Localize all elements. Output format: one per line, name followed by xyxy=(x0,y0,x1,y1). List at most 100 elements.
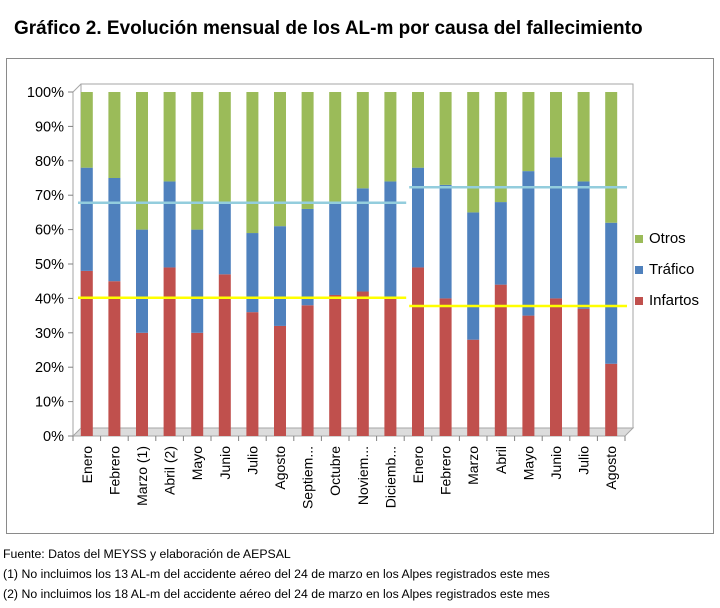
x-tick-label: Septiem... xyxy=(300,446,316,509)
bar-segment xyxy=(439,92,452,185)
bar-segment xyxy=(274,226,286,326)
bar-segment xyxy=(246,233,259,313)
bar-segment xyxy=(80,167,93,271)
bar-segment xyxy=(108,178,121,282)
x-tick-label: Mayo xyxy=(520,446,536,480)
bar-segment xyxy=(246,312,259,436)
bar-segment xyxy=(108,281,121,436)
bar-segment xyxy=(218,274,231,436)
x-tick-label: Agosto xyxy=(272,446,288,490)
legend: Otros Tráfico Infartos xyxy=(635,230,699,309)
x-tick-label: Enero xyxy=(410,446,426,484)
legend-label: Tráfico xyxy=(649,261,694,278)
plot-floor xyxy=(71,427,635,437)
bar-segment xyxy=(191,332,204,436)
bar-segment xyxy=(439,298,452,436)
bar-segment xyxy=(605,222,618,364)
x-tick-label: Agosto xyxy=(603,446,619,490)
bar-segment xyxy=(301,92,314,209)
y-tick-label: 70% xyxy=(35,188,64,204)
x-tick-labels: Enero Febrero Marzo (1) Abril (2) Mayo Junio J… xyxy=(79,446,619,509)
x-tick-label: Diciemb... xyxy=(382,446,398,508)
bar-segment xyxy=(384,181,397,299)
bar-segment xyxy=(494,284,507,436)
bar-segment xyxy=(356,92,369,189)
y-tick-label: 100% xyxy=(27,85,64,101)
bar-segment xyxy=(218,202,231,275)
bar-segment xyxy=(550,298,562,436)
bar-segment xyxy=(550,157,562,299)
bar-segment xyxy=(412,92,424,168)
x-tick-label: Noviem... xyxy=(355,446,371,505)
bars xyxy=(80,92,618,436)
y-tick-label: 20% xyxy=(35,360,64,376)
average-lines xyxy=(78,186,627,308)
x-tick-label: Junio xyxy=(217,446,233,480)
bar-segment xyxy=(577,181,590,309)
x-tick-label: Julio xyxy=(244,446,260,475)
footnote-2: (2) No incluimos los 18 AL-m del acciden… xyxy=(3,587,550,601)
axes xyxy=(68,91,626,441)
bar-segment xyxy=(218,92,231,203)
bar-segment xyxy=(467,92,480,213)
bar-segment xyxy=(136,332,148,436)
bar-segment xyxy=(356,188,369,292)
source-note: Fuente: Datos del MEYSS y elaboración de… xyxy=(3,547,291,561)
bar-segment xyxy=(577,92,590,182)
y-tick-label: 0% xyxy=(43,429,64,445)
bar-segment xyxy=(80,270,93,436)
bar-segment xyxy=(384,298,397,436)
bar-segment xyxy=(80,92,93,168)
bar-segment xyxy=(163,267,176,436)
x-tick-label: Marzo (1) xyxy=(134,446,150,506)
bar-segment xyxy=(136,92,148,230)
x-tick-label: Octubre xyxy=(327,446,343,496)
bar-segment xyxy=(494,202,507,285)
x-tick-label: Junio xyxy=(548,446,564,480)
y-tick-labels: 0% 10% 20% 30% 40% 50% 60% 70% 80% 90% 100% xyxy=(27,85,64,445)
chart-title: Gráfico 2. Evolución mensual de los AL-m… xyxy=(14,18,643,39)
bar-segment xyxy=(467,339,480,436)
stacked-bar-chart: 0% 10% 20% 30% 40% 50% 60% 70% 80% 90% 100% Enero F… xyxy=(27,83,699,509)
y-tick-label: 60% xyxy=(35,223,64,239)
bar-segment xyxy=(412,167,424,268)
bar-segment xyxy=(467,212,480,340)
x-tick-label: Abril (2) xyxy=(162,446,178,495)
legend-label: Otros xyxy=(649,230,686,247)
bar-segment xyxy=(577,308,590,436)
y-tick-label: 40% xyxy=(35,291,64,307)
bar-segment xyxy=(191,92,204,230)
y-tick-label: 50% xyxy=(35,257,64,273)
x-tick-label: Julio xyxy=(576,446,592,475)
bar-segment xyxy=(108,92,121,178)
bar-segment xyxy=(329,294,342,436)
bar-segment xyxy=(274,92,286,227)
legend-label: Infartos xyxy=(649,292,699,309)
legend-swatch xyxy=(635,266,643,274)
bar-segment xyxy=(191,229,204,333)
y-tick-label: 80% xyxy=(35,154,64,170)
bar-segment xyxy=(136,229,148,333)
bar-segment xyxy=(274,325,286,436)
bar-segment xyxy=(329,92,342,203)
bar-segment xyxy=(301,208,314,306)
bar-segment xyxy=(384,92,397,182)
y-tick-label: 10% xyxy=(35,395,64,411)
x-tick-label: Mayo xyxy=(189,446,205,480)
footnote-1: (1) No incluimos los 13 AL-m del acciden… xyxy=(3,567,550,581)
x-tick-label: Abril xyxy=(493,446,509,474)
x-tick-label: Febrero xyxy=(106,446,122,495)
side-wall-edge xyxy=(72,83,82,436)
bar-segment xyxy=(246,92,259,234)
plot-back-wall xyxy=(71,83,635,437)
bar-segment xyxy=(329,202,342,295)
legend-swatch xyxy=(635,297,643,305)
x-tick-label: Marzo xyxy=(465,446,481,485)
legend-swatch xyxy=(635,235,643,243)
x-tick-label: Febrero xyxy=(438,446,454,495)
bar-segment xyxy=(356,291,369,436)
bar-segment xyxy=(439,184,452,299)
chart-frame: 0% 10% 20% 30% 40% 50% 60% 70% 80% 90% 100% Enero F… xyxy=(6,58,714,534)
y-tick-label: 90% xyxy=(35,119,64,135)
bar-segment xyxy=(163,181,176,268)
